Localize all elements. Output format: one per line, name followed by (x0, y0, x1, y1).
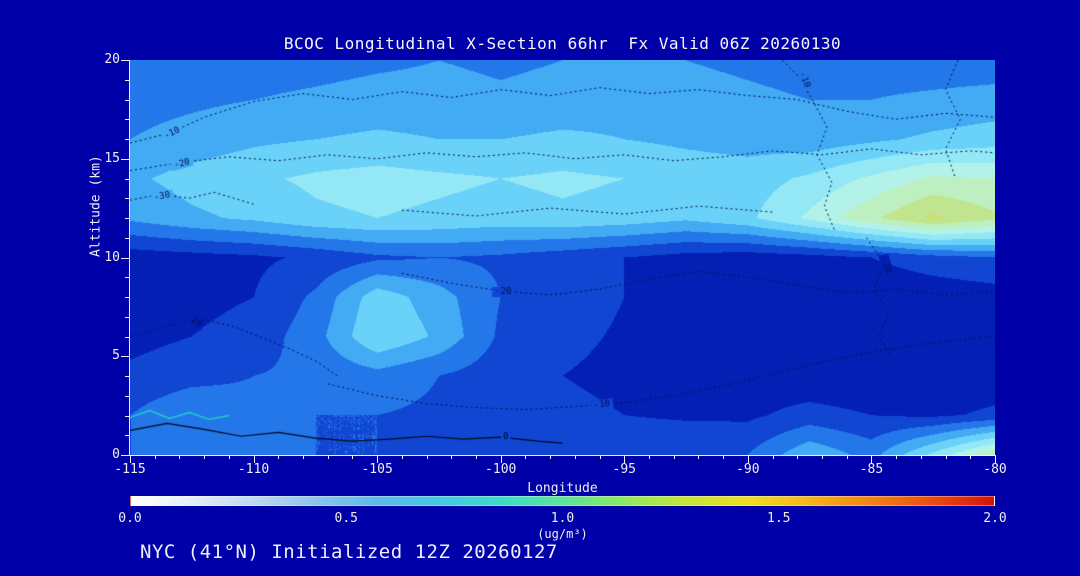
x-major-tick (871, 455, 873, 463)
colorbar-tick-label: 0.0 (118, 511, 142, 526)
x-axis-line (129, 455, 996, 456)
x-major-tick (624, 455, 626, 463)
y-tick-label: 5 (112, 348, 120, 364)
colorbar-units-label: (ug/m³) (537, 527, 588, 541)
y-major-tick (121, 158, 129, 160)
y-major-tick (121, 356, 129, 358)
x-tick-label: -85 (859, 462, 884, 477)
x-major-tick (253, 455, 255, 463)
x-major-tick (747, 455, 749, 463)
y-major-tick (121, 455, 129, 456)
colorbar-tick-label: 0.5 (334, 511, 358, 526)
xsection-plot-canvas (130, 60, 995, 455)
x-major-tick (500, 455, 502, 463)
y-major-tick (121, 60, 129, 61)
colorbar-tick-label: 2.0 (983, 511, 1007, 526)
x-tick-label: -110 (237, 462, 270, 477)
y-axis-line (129, 60, 130, 456)
y-major-tick (121, 257, 129, 259)
x-major-tick (377, 455, 379, 463)
x-major-tick (995, 455, 996, 463)
x-tick-label: -95 (612, 462, 637, 477)
x-tick-label: -100 (485, 462, 517, 477)
page-title: BCOC Longitudinal X-Section 66hr Fx Vali… (283, 34, 842, 53)
x-tick-label: -90 (736, 462, 760, 477)
colorbar-tick-label: 1.0 (550, 511, 575, 526)
y-tick-label: 20 (104, 52, 120, 67)
colorbar-gradient (130, 496, 995, 506)
x-tick-label: -105 (361, 462, 393, 477)
x-tick-label: -80 (983, 462, 1007, 477)
y-tick-label: 0 (112, 447, 120, 462)
init-caption: NYC (41°N) Initialized 12Z 20260127 (140, 541, 558, 563)
x-major-tick (130, 455, 131, 463)
x-axis-title: Longitude (527, 481, 598, 496)
colorbar-tick-label: 1.5 (767, 511, 791, 526)
x-tick-label: -115 (114, 462, 146, 477)
